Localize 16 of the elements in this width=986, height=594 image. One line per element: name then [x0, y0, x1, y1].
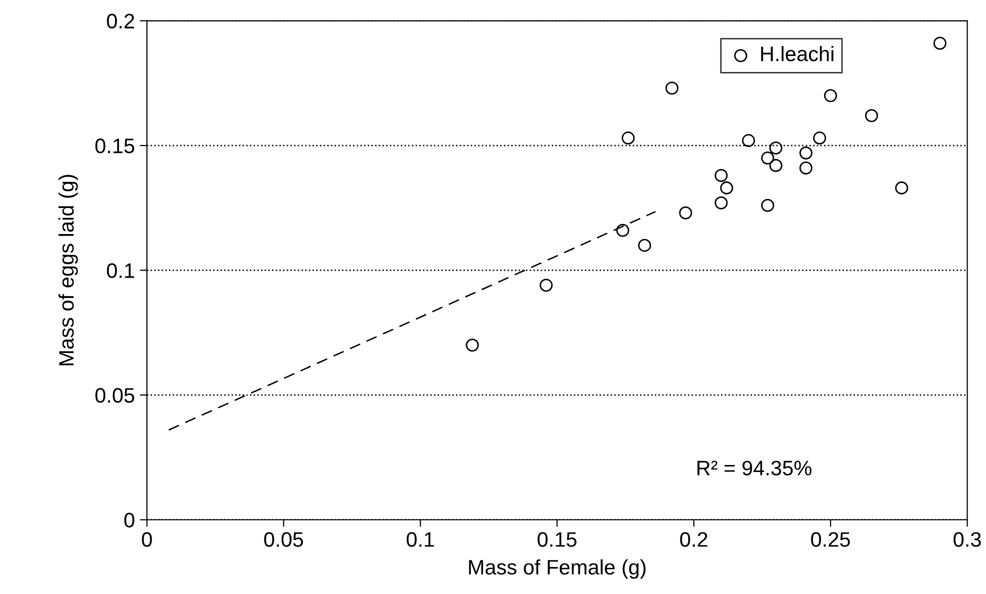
x-tick-label: 0.15	[538, 532, 576, 547]
y-tick-label: 0	[124, 512, 134, 528]
x-tick-label: 0.3	[954, 532, 981, 547]
y-tick-label: 0.1	[106, 263, 134, 278]
y-tick-label: 0.05	[95, 388, 134, 403]
x-tick-label: 0	[142, 532, 152, 547]
y-tick-label: 0.2	[106, 14, 134, 29]
x-tick-label: 0.05	[264, 532, 304, 547]
x-tick-label: 0.1	[406, 532, 434, 547]
y-axis-title: Mass of eggs laid (g)	[58, 174, 78, 366]
x-tick-label: 0.2	[680, 532, 708, 547]
x-tick-label: 0.25	[811, 532, 850, 547]
legend-label: H.leachi	[761, 46, 834, 62]
y-tick-label: 0.15	[95, 138, 134, 154]
x-axis-title: Mass of Female (g)	[469, 559, 646, 579]
annotation: R² = 94.35%	[697, 460, 812, 476]
